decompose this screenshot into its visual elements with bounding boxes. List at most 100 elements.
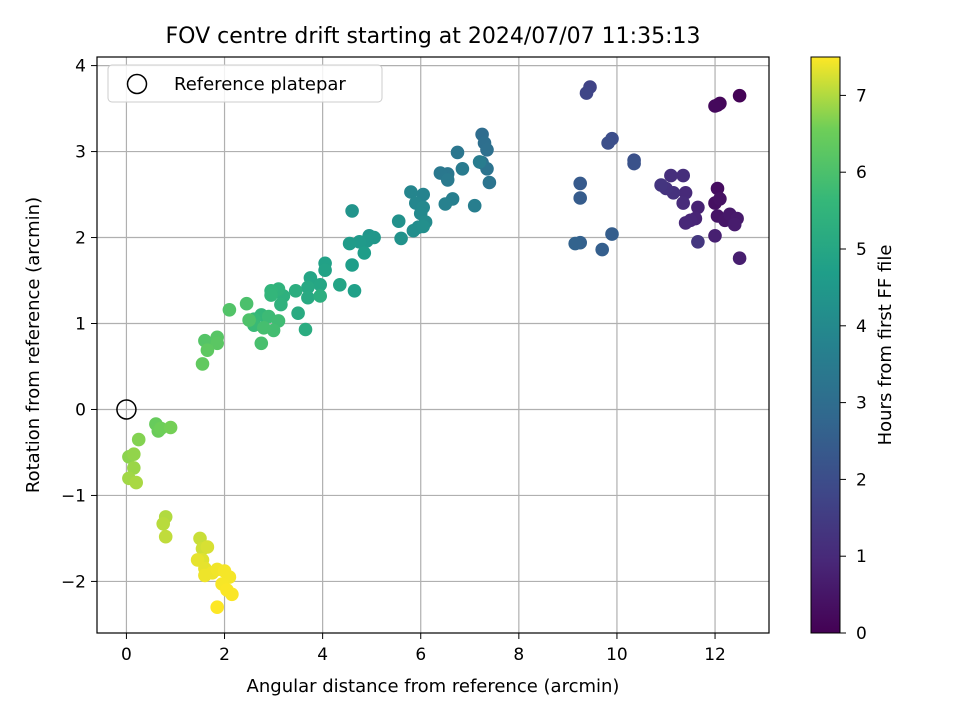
data-point <box>480 143 494 157</box>
legend: Reference platepar <box>107 64 383 103</box>
data-point <box>416 219 431 234</box>
data-point <box>345 204 359 218</box>
data-point <box>318 263 332 278</box>
colorbar-tick-label: 5 <box>856 240 867 260</box>
data-point <box>676 168 690 183</box>
y-tick-label: 3 <box>75 143 86 163</box>
colorbar-tick-label: 2 <box>856 470 867 490</box>
data-point <box>727 217 742 232</box>
data-point <box>301 280 315 295</box>
data-point <box>239 296 254 311</box>
data-point <box>573 176 587 191</box>
data-point <box>573 191 587 205</box>
reference-marker-layer <box>116 399 137 420</box>
data-point <box>156 517 170 531</box>
colorbar-label: Hours from first FF file <box>875 245 896 446</box>
data-point <box>301 290 315 305</box>
data-point <box>154 421 168 436</box>
data-point <box>708 229 722 243</box>
legend-label: Reference platepar <box>174 74 346 95</box>
data-point <box>210 336 224 351</box>
data-point <box>605 227 619 241</box>
data-point <box>710 181 725 196</box>
plot-frame <box>96 56 770 634</box>
data-point <box>291 306 305 321</box>
y-tick-label: −1 <box>61 486 86 506</box>
colorbar-tick-label: 0 <box>856 624 867 644</box>
data-point <box>158 529 173 544</box>
data-point <box>345 258 359 272</box>
data-point <box>357 246 372 260</box>
data-points <box>122 80 747 614</box>
data-point <box>595 242 609 257</box>
legend-reference-marker <box>126 73 148 95</box>
data-point <box>131 432 146 447</box>
data-point <box>264 288 278 302</box>
data-point <box>579 86 594 100</box>
x-axis-label: Angular distance from reference (arcmin) <box>247 676 620 697</box>
data-point <box>200 540 215 554</box>
data-point <box>242 313 256 327</box>
colorbar-tick-label: 6 <box>856 163 867 183</box>
data-point <box>127 461 141 475</box>
data-point <box>225 587 239 602</box>
data-point <box>467 198 482 213</box>
data-point <box>678 216 693 230</box>
legend-box <box>107 64 383 103</box>
data-point <box>200 343 215 358</box>
colorbar-tick-label: 1 <box>856 547 867 567</box>
colorbar-tick-label: 3 <box>856 394 867 414</box>
data-point <box>708 99 722 113</box>
data-point <box>664 168 678 183</box>
data-point <box>627 156 641 171</box>
data-point <box>222 303 237 317</box>
data-point <box>342 236 357 251</box>
data-point <box>195 357 210 371</box>
data-point <box>472 155 487 169</box>
data-point <box>129 475 143 490</box>
data-point <box>732 251 747 265</box>
data-point <box>313 289 328 303</box>
data-point <box>654 178 668 192</box>
reference-platepar-marker <box>116 399 137 420</box>
colorbar-gradient <box>810 56 841 634</box>
y-tick-label: 1 <box>75 315 86 335</box>
x-tick-label: 0 <box>121 645 132 665</box>
data-point <box>198 568 212 583</box>
x-tick-label: 6 <box>415 645 426 665</box>
colorbar-ticks: 0 1 2 3 4 5 6 7 <box>840 86 867 644</box>
data-point <box>254 336 269 351</box>
y-tick-label: 4 <box>75 57 86 77</box>
data-point <box>394 231 408 246</box>
x-axis: 0 2 4 6 8 10 12 <box>121 633 726 665</box>
data-point <box>298 322 313 337</box>
colorbar-tick-label: 4 <box>856 317 867 337</box>
y-axis-label: Rotation from reference (arcmin) <box>23 197 44 493</box>
x-tick-label: 8 <box>513 645 524 665</box>
data-point <box>288 284 303 298</box>
data-point <box>257 321 271 335</box>
data-point <box>391 214 406 228</box>
data-point <box>440 173 455 187</box>
data-point <box>676 196 690 210</box>
x-tick-label: 10 <box>606 645 628 665</box>
x-tick-label: 12 <box>704 645 726 665</box>
x-tick-label: 4 <box>317 645 328 665</box>
y-tick-label: 0 <box>75 400 86 420</box>
y-tick-label: 2 <box>75 229 86 249</box>
colorbar: 0 1 2 3 4 5 6 7 Hours from first FF file <box>810 56 896 644</box>
data-point <box>601 136 615 150</box>
data-point <box>691 200 705 215</box>
data-point <box>274 297 288 312</box>
data-point <box>678 186 693 200</box>
data-point <box>347 284 362 298</box>
data-point <box>568 236 582 251</box>
grid <box>97 57 769 633</box>
data-point <box>210 600 224 614</box>
chart-title: FOV centre drift starting at 2024/07/07 … <box>166 24 701 49</box>
data-point <box>438 197 453 211</box>
data-point <box>482 175 497 190</box>
data-point <box>713 192 727 206</box>
data-point <box>732 88 747 103</box>
